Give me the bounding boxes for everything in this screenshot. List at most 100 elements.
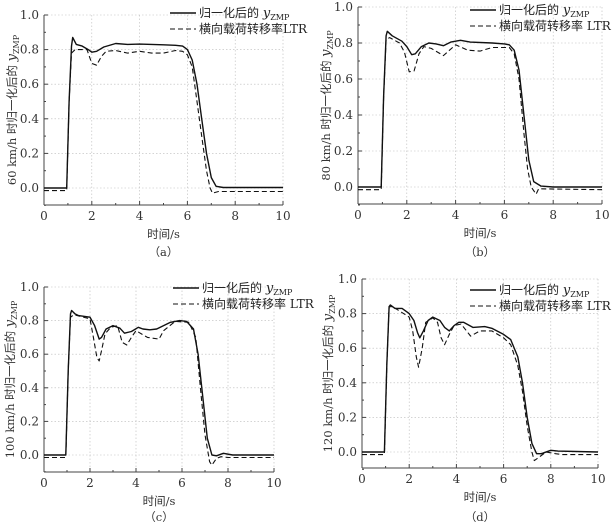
legend-label-subscript: ZMP [570, 290, 590, 299]
x-tick-label: 0 [40, 209, 48, 223]
panel-caption: （b） [465, 245, 495, 259]
legend-label: 归一化后的 yZMP [202, 280, 293, 297]
series-line-ltr [44, 314, 274, 466]
y-axis-label-variable: y [3, 319, 18, 328]
legend-label-variable: y [265, 281, 274, 296]
y-axis-label-variable: y [319, 49, 334, 58]
x-tick-label: 2 [403, 208, 411, 222]
legend-label-text: 横向载荷转移率 LTR [499, 18, 612, 33]
x-tick-label: 6 [178, 476, 186, 490]
y-axis-label: 80 km/h 时归一化后的 yZMP [319, 30, 335, 181]
x-axis-label: 时间/s [143, 494, 176, 508]
y-tick-label: 0.4 [20, 112, 39, 126]
y-tick-label: 0.8 [338, 307, 357, 321]
x-tick-label: 8 [549, 208, 557, 222]
x-tick-label: 10 [266, 476, 281, 490]
legend-label-text: 横向载荷转移率 LTR [499, 298, 612, 313]
y-tick-label: 1.0 [20, 8, 39, 22]
legend-label: 横向载荷转移率LTR [199, 21, 308, 36]
x-tick-label: 2 [405, 472, 413, 486]
y-axis-label: 60 km/h 时归一化后的 yZMP [5, 34, 21, 185]
y-tick-label: 0.6 [20, 77, 39, 91]
chart-panel-a: 0 2 4 6 8 10 0.0 0.2 0.4 0.6 0.8 1.0 时间/s 60 km/h 时归一… [5, 5, 308, 259]
legend-label-text: 归一化后的 [499, 282, 563, 297]
series-line-yzmp [362, 304, 599, 455]
series-line-yzmp [44, 309, 274, 457]
y-tick-label: 0.2 [334, 144, 353, 158]
legend-label: 横向载荷转移率 LTR [202, 296, 315, 311]
y-axis-label-text: 60 km/h 时归一化后的 [5, 61, 19, 185]
legend-label-variable: y [262, 6, 271, 21]
x-tick-label: 8 [547, 472, 555, 486]
x-tick-label: 10 [590, 472, 605, 486]
legend-label-text: 横向载荷转移率LTR [199, 21, 308, 36]
y-tick-label: 0.4 [334, 108, 353, 122]
panel-caption: （a） [149, 245, 179, 259]
x-tick-label: 2 [86, 476, 94, 490]
y-axis-label-subscript: ZMP [328, 294, 337, 314]
x-tick-label: 4 [453, 472, 461, 486]
legend-label: 归一化后的 yZMP [499, 2, 590, 19]
series-line-yzmp [358, 30, 602, 188]
y-axis-label-text: 120 km/h 时归一化后的 [321, 321, 335, 452]
x-tick-label: 10 [594, 208, 609, 222]
x-axis-label: 时间/s [147, 227, 180, 241]
y-tick-label: 0.8 [334, 36, 353, 50]
x-tick-label: 8 [224, 476, 232, 490]
x-axis-label: 时间/s [464, 226, 497, 240]
series-line-yzmp [44, 36, 283, 189]
y-tick-label: 0.6 [338, 341, 357, 355]
y-tick-label: 1.0 [334, 0, 353, 14]
legend-label-text: 归一化后的 [202, 280, 266, 295]
y-tick-label: 0.0 [338, 445, 357, 459]
x-tick-label: 8 [231, 209, 239, 223]
x-tick-label: 6 [501, 208, 509, 222]
y-axis-label-variable: y [5, 53, 20, 62]
legend-label-variable: y [562, 283, 571, 298]
legend-label-subscript: ZMP [270, 13, 290, 22]
legend-label: 横向载荷转移率 LTR [499, 298, 612, 313]
panel-caption: （c） [144, 510, 173, 524]
y-tick-label: 0.0 [334, 180, 353, 194]
x-tick-label: 0 [354, 208, 362, 222]
y-tick-label: 0.8 [20, 43, 39, 57]
y-tick-label: 0.2 [20, 414, 39, 428]
legend-label-subscript: ZMP [570, 10, 590, 19]
legend-label-subscript: ZMP [273, 288, 293, 297]
y-tick-label: 0.8 [20, 314, 39, 328]
y-tick-label: 0.0 [20, 181, 39, 195]
y-axis-label: 120 km/h 时归一化后的 yZMP [321, 294, 337, 452]
legend-label-text: 归一化后的 [199, 5, 263, 20]
y-tick-label: 0.6 [20, 347, 39, 361]
x-tick-label: 4 [136, 209, 144, 223]
panel-caption: （d） [465, 510, 495, 524]
legend-label-variable: y [562, 3, 571, 18]
x-tick-label: 0 [358, 472, 366, 486]
legend-label-text: 横向载荷转移率 LTR [202, 296, 315, 311]
y-tick-label: 1.0 [20, 280, 39, 294]
x-tick-label: 6 [184, 209, 192, 223]
series-line-ltr [358, 37, 603, 195]
chart-panel-d: 0 2 4 6 8 10 0.0 0.2 0.4 0.6 0.8 1.0 时间/s 120 km/h 时归… [321, 272, 612, 524]
y-axis-label-subscript: ZMP [10, 300, 19, 320]
y-axis-label-subscript: ZMP [12, 34, 21, 54]
y-tick-label: 0.6 [334, 72, 353, 86]
x-tick-label: 0 [40, 476, 48, 490]
y-axis-label-variable: y [321, 313, 336, 322]
legend-label-text: 归一化后的 [499, 2, 563, 17]
x-tick-label: 10 [275, 209, 290, 223]
legend-label: 归一化后的 yZMP [499, 282, 590, 299]
legend-label: 归一化后的 yZMP [199, 5, 290, 22]
x-axis-label: 时间/s [464, 490, 497, 504]
y-tick-label: 0.4 [20, 381, 39, 395]
y-axis-label-text: 80 km/h 时归一化后的 [319, 57, 333, 181]
y-tick-label: 0.4 [338, 376, 357, 390]
legend-label: 横向载荷转移率 LTR [499, 18, 612, 33]
x-tick-label: 6 [500, 472, 508, 486]
x-tick-label: 4 [132, 476, 140, 490]
x-tick-label: 4 [452, 208, 460, 222]
y-axis-label-text: 100 km/h 时归一化后的 [3, 327, 17, 458]
x-tick-label: 2 [88, 209, 96, 223]
y-tick-label: 1.0 [338, 272, 357, 286]
